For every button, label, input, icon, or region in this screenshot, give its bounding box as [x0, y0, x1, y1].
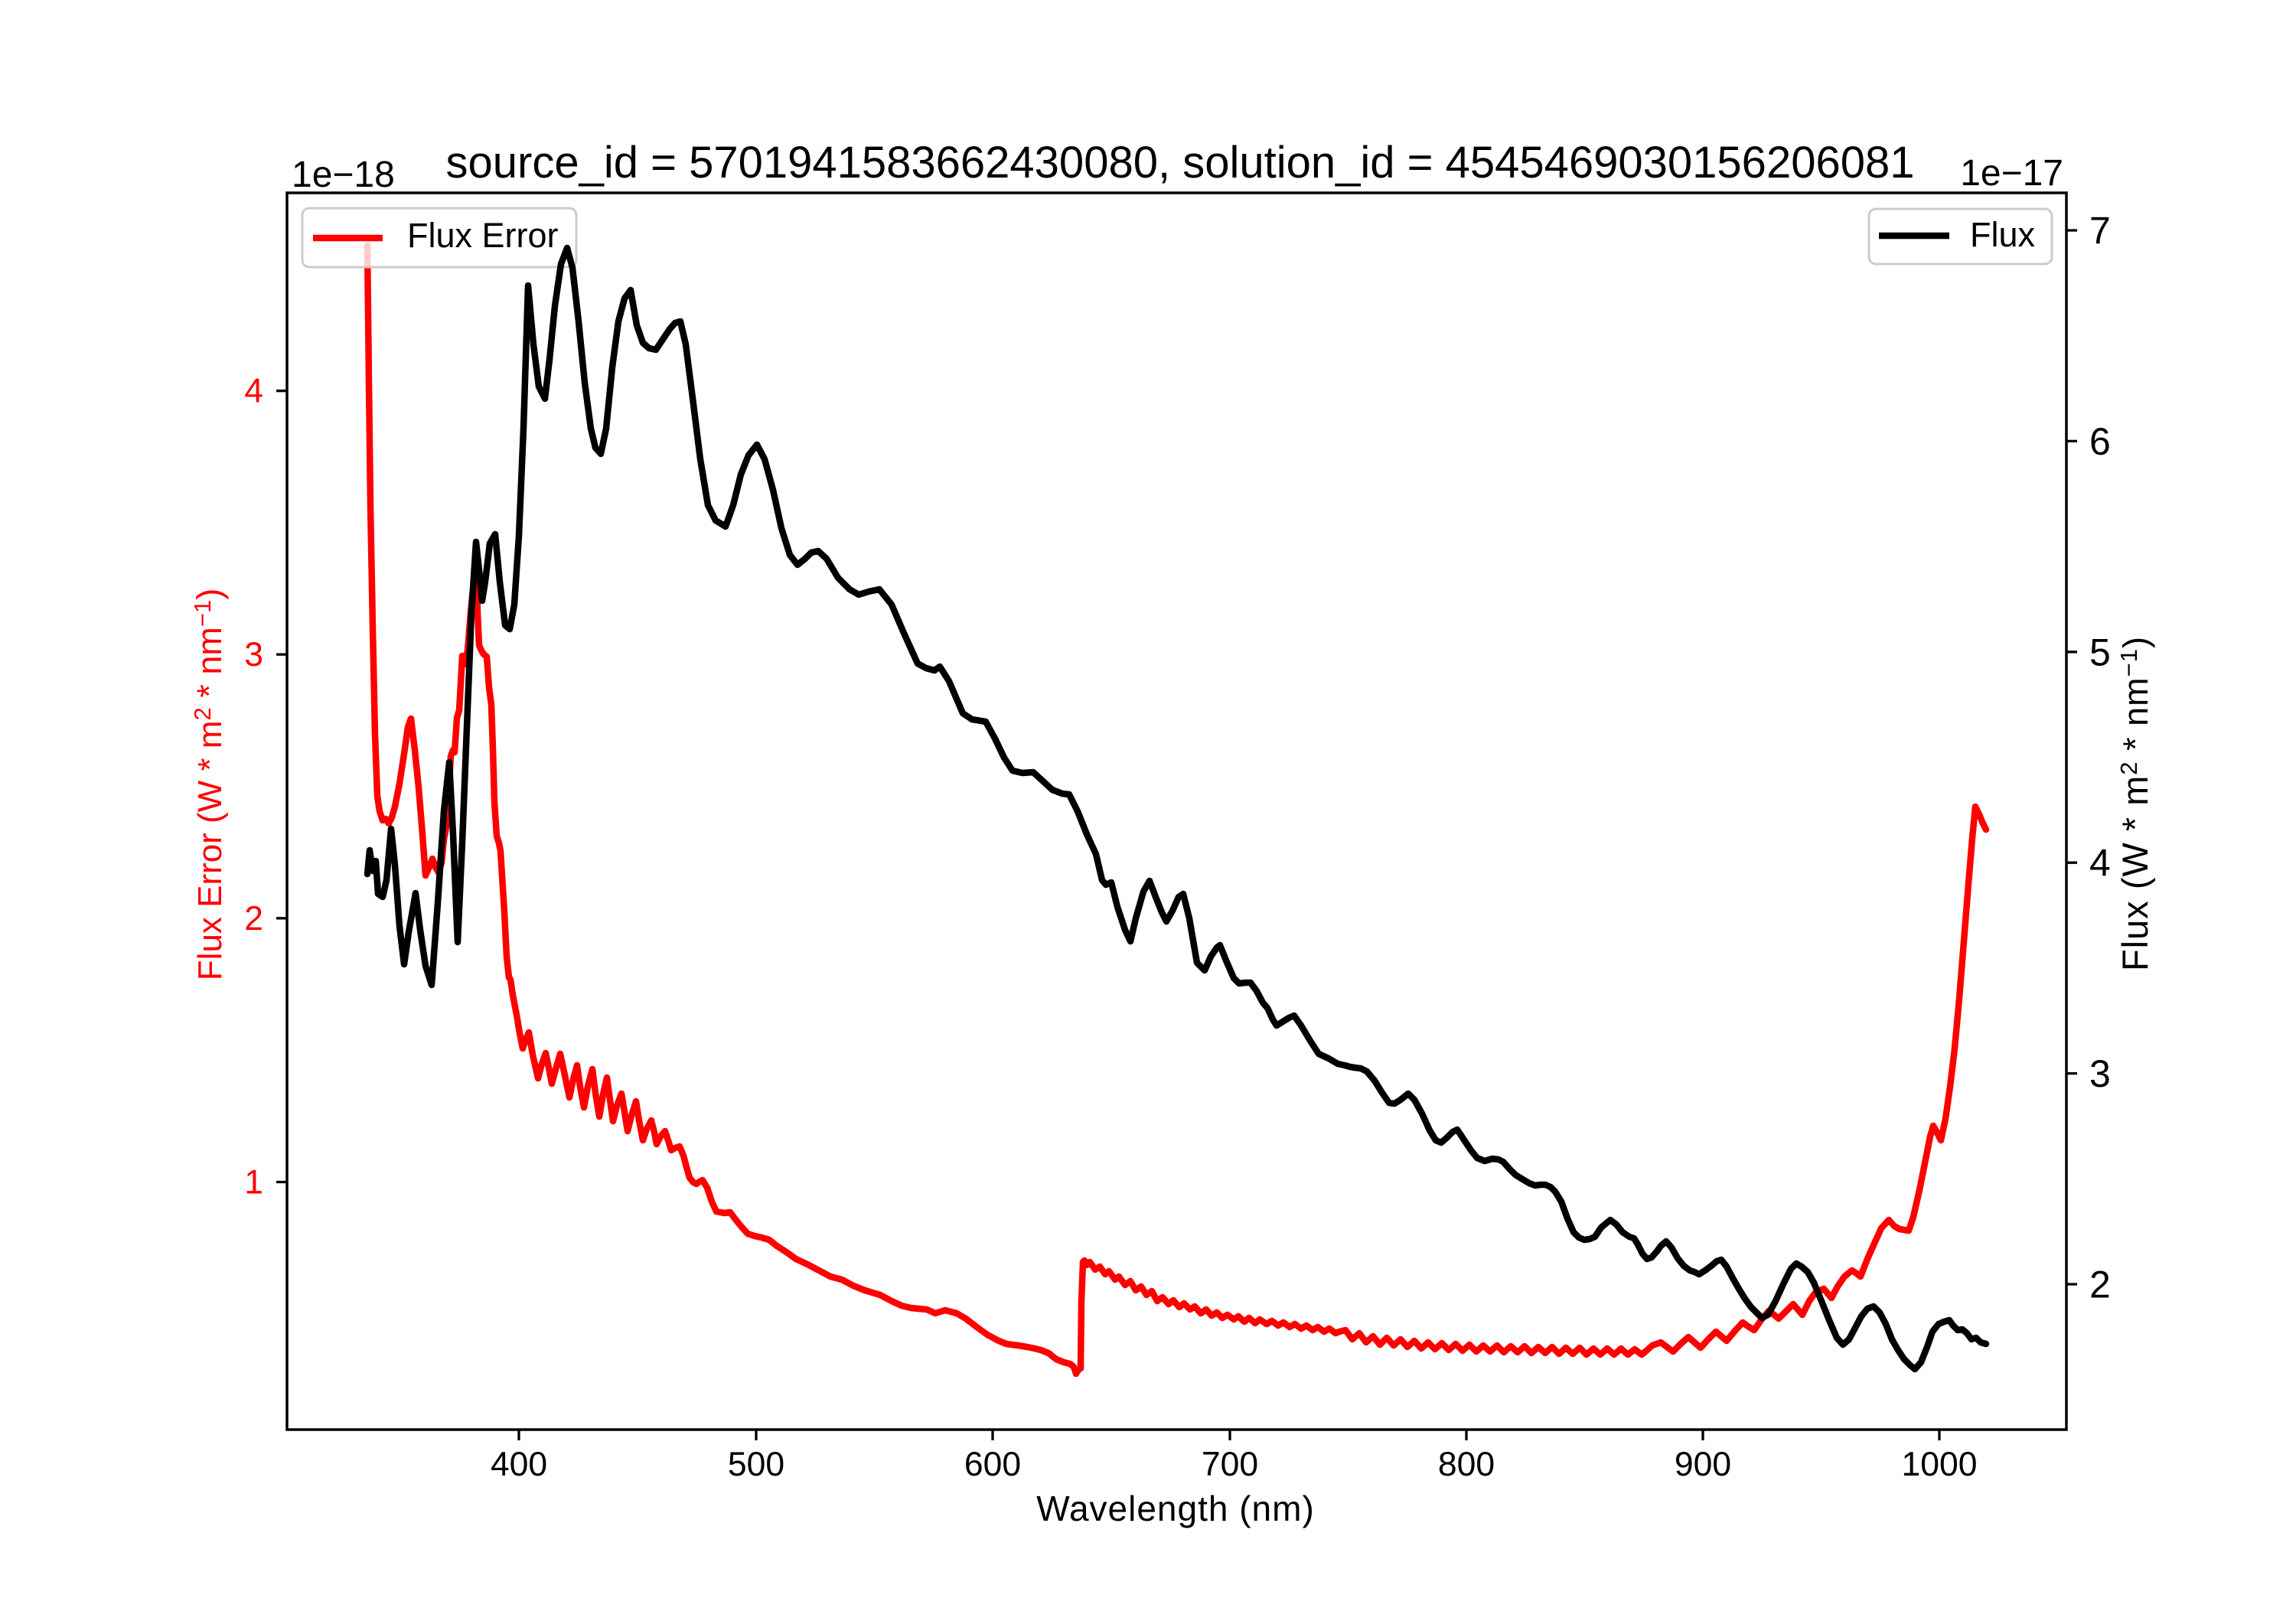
svg-text:400: 400 [491, 1446, 547, 1483]
svg-text:Wavelength (nm): Wavelength (nm) [1036, 1489, 1315, 1528]
svg-text:4: 4 [244, 373, 263, 410]
svg-text:1000: 1000 [1902, 1446, 1978, 1483]
svg-text:500: 500 [728, 1446, 784, 1483]
svg-text:1e−17: 1e−17 [1960, 153, 2063, 194]
svg-text:600: 600 [964, 1446, 1021, 1483]
svg-text:7: 7 [2089, 210, 2111, 253]
svg-text:Flux: Flux [1970, 215, 2036, 254]
svg-text:700: 700 [1202, 1446, 1258, 1483]
svg-text:3: 3 [244, 636, 263, 673]
svg-text:1e−18: 1e−18 [292, 155, 395, 195]
svg-text:800: 800 [1438, 1446, 1495, 1483]
svg-text:3: 3 [2089, 1052, 2111, 1095]
svg-text:2: 2 [244, 900, 263, 938]
svg-text:Flux Error (W * m2 * nm−1): Flux Error (W * m2 * nm−1) [189, 589, 229, 980]
svg-text:5: 5 [2089, 631, 2111, 673]
svg-text:4: 4 [2089, 842, 2111, 885]
svg-text:Flux (W * m2 * nm−1): Flux (W * m2 * nm−1) [2115, 636, 2155, 971]
svg-text:1: 1 [244, 1164, 263, 1202]
svg-text:900: 900 [1675, 1446, 1731, 1483]
svg-text:2: 2 [2089, 1264, 2111, 1306]
svg-text:Flux Error: Flux Error [407, 216, 559, 255]
svg-text:source_id = 570194158366243008: source_id = 5701941583662430080, solutio… [446, 138, 1915, 188]
svg-text:6: 6 [2089, 420, 2111, 463]
